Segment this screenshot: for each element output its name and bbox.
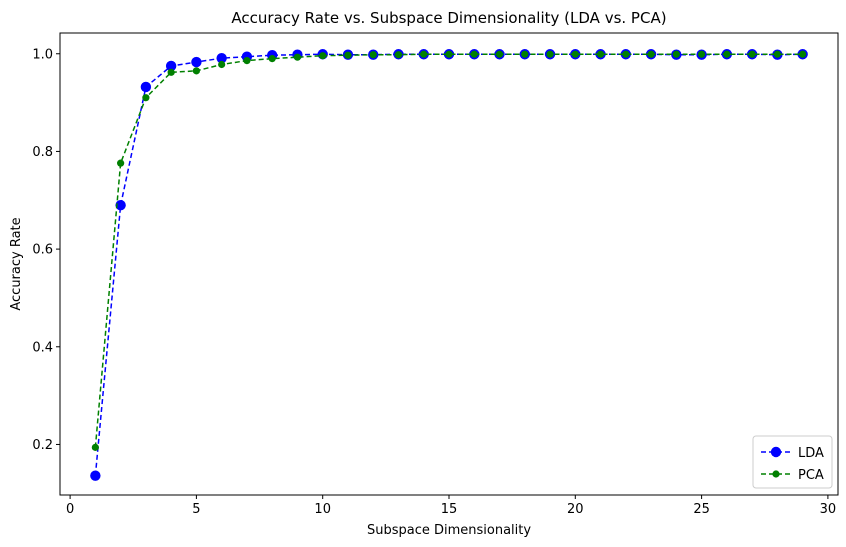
data-point-lda	[191, 56, 202, 68]
data-point-pca	[546, 50, 554, 58]
data-point-pca	[495, 50, 504, 58]
data-point-pca	[445, 50, 453, 58]
x-axis: 0 5 10 15 20 25 30	[66, 495, 836, 517]
y-tick-label: 0.8	[32, 145, 53, 160]
data-point-pca	[91, 443, 99, 451]
data-point-pca	[470, 50, 478, 58]
x-tick-label: 25	[693, 502, 710, 517]
data-point-lda	[90, 470, 101, 481]
data-point-pca	[521, 50, 529, 58]
data-point-pca	[672, 50, 680, 58]
data-point-pca	[344, 51, 352, 59]
data-point-pca	[319, 52, 327, 60]
data-point-lda	[216, 52, 227, 64]
x-tick-label: 5	[192, 502, 200, 517]
data-point-pca	[394, 51, 403, 59]
y-tick-label: 0.6	[32, 243, 53, 258]
data-point-lda	[115, 199, 126, 211]
legend-marker-lda	[770, 446, 782, 458]
data-point-pca	[192, 67, 201, 75]
legend-marker-pca	[772, 470, 780, 478]
chart-title: Accuracy Rate vs. Subspace Dimensionalit…	[231, 9, 666, 27]
data-point-pca	[647, 50, 655, 58]
data-point-pca	[773, 50, 781, 58]
y-tick-label: 1.0	[32, 47, 53, 62]
x-tick-label: 30	[820, 502, 837, 517]
axes-frame	[59, 32, 839, 496]
legend-label-pca: PCA	[798, 468, 824, 483]
data-point-pca	[268, 55, 276, 63]
data-point-pca	[799, 50, 807, 58]
x-tick-label: 0	[66, 502, 74, 517]
data-point-lda	[140, 81, 152, 93]
plot-area	[90, 49, 808, 481]
data-point-pca	[218, 60, 226, 69]
y-tick-label: 0.4	[32, 340, 53, 355]
x-tick-label: 10	[314, 502, 331, 517]
data-point-pca	[243, 56, 251, 65]
x-axis-title: Subspace Dimensionality	[367, 523, 531, 538]
x-tick-label: 15	[441, 502, 458, 517]
data-point-pca	[723, 50, 731, 58]
data-point-pca	[748, 50, 756, 58]
data-point-pca	[571, 50, 579, 58]
data-point-pca	[697, 50, 706, 58]
data-point-pca	[117, 159, 125, 167]
data-point-pca	[622, 50, 630, 58]
data-point-pca	[420, 50, 428, 58]
data-point-pca	[167, 68, 175, 76]
series-line-lda	[94, 53, 803, 476]
y-axis-title: Accuracy Rate	[9, 217, 24, 310]
data-point-lda	[165, 60, 177, 72]
y-tick-label: 0.2	[32, 438, 53, 453]
data-point-pca	[142, 94, 150, 102]
legend: LDA PCA	[752, 435, 833, 489]
data-point-pca	[293, 53, 302, 61]
x-tick-label: 20	[567, 502, 584, 517]
data-point-pca	[369, 51, 377, 59]
y-axis: 0.2 0.4 0.6 0.8 1.0	[32, 47, 60, 453]
legend-label-lda: LDA	[798, 446, 824, 461]
data-point-pca	[596, 50, 605, 58]
series-line-pca	[94, 53, 803, 448]
